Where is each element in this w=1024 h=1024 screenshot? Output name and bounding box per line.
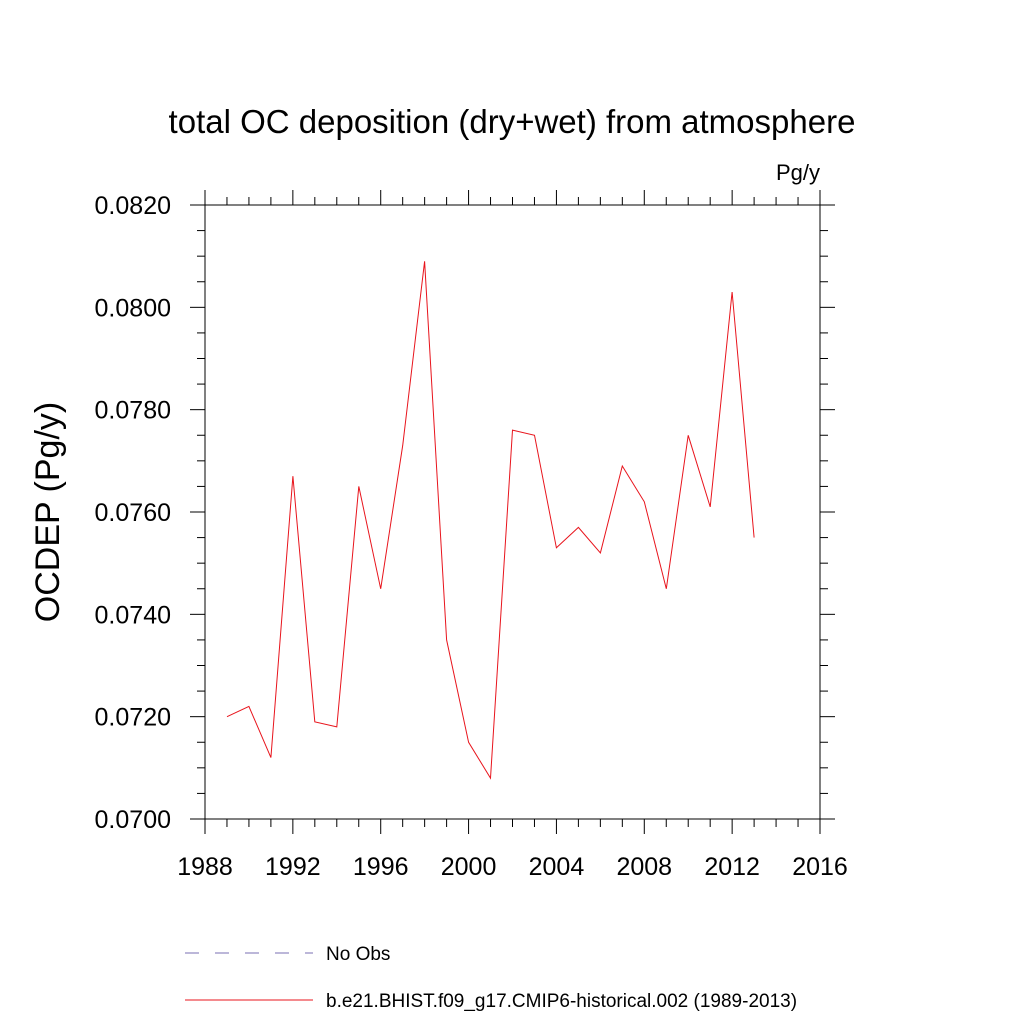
legend-label-no-obs: No Obs (326, 944, 390, 965)
y-axis-label: OCDEP (Pg/y) (29, 402, 67, 622)
x-tick-label: 1992 (265, 853, 321, 881)
legend-label-historical: b.e21.BHIST.f09_g17.CMIP6-historical.002… (326, 991, 797, 1012)
legend: No Obs b.e21.BHIST.f09_g17.CMIP6-histori… (185, 944, 797, 1012)
minor-ticks (197, 197, 828, 827)
y-tick-label: 0.0700 (95, 806, 171, 834)
x-tick-label: 1996 (353, 853, 409, 881)
plot-frame (204, 204, 821, 820)
series-line (226, 261, 755, 780)
x-tick-label: 1988 (177, 853, 233, 881)
y-tick-label: 0.0720 (95, 704, 171, 732)
y-axis: 0.0700 0.0720 0.0740 0.0760 0.0780 0.0800 0.08… (95, 192, 835, 834)
series-layer (226, 261, 755, 780)
x-tick-label: 2016 (792, 853, 848, 881)
y-tick-label: 0.0800 (95, 294, 171, 322)
chart-title: total OC deposition (dry+wet) from atmos… (169, 103, 856, 140)
units-label: Pg/y (776, 160, 820, 185)
x-tick-label: 2000 (441, 853, 497, 881)
y-tick-label: 0.0780 (95, 397, 171, 425)
y-tick-label: 0.0820 (95, 192, 171, 220)
x-tick-label: 2004 (529, 853, 585, 881)
y-tick-label: 0.0760 (95, 499, 171, 527)
x-tick-label: 2008 (616, 853, 672, 881)
x-tick-label: 2012 (704, 853, 760, 881)
x-axis: 1988 1992 1996 2000 2004 2008 2012 2016 (177, 190, 848, 881)
y-tick-label: 0.0740 (95, 601, 171, 629)
